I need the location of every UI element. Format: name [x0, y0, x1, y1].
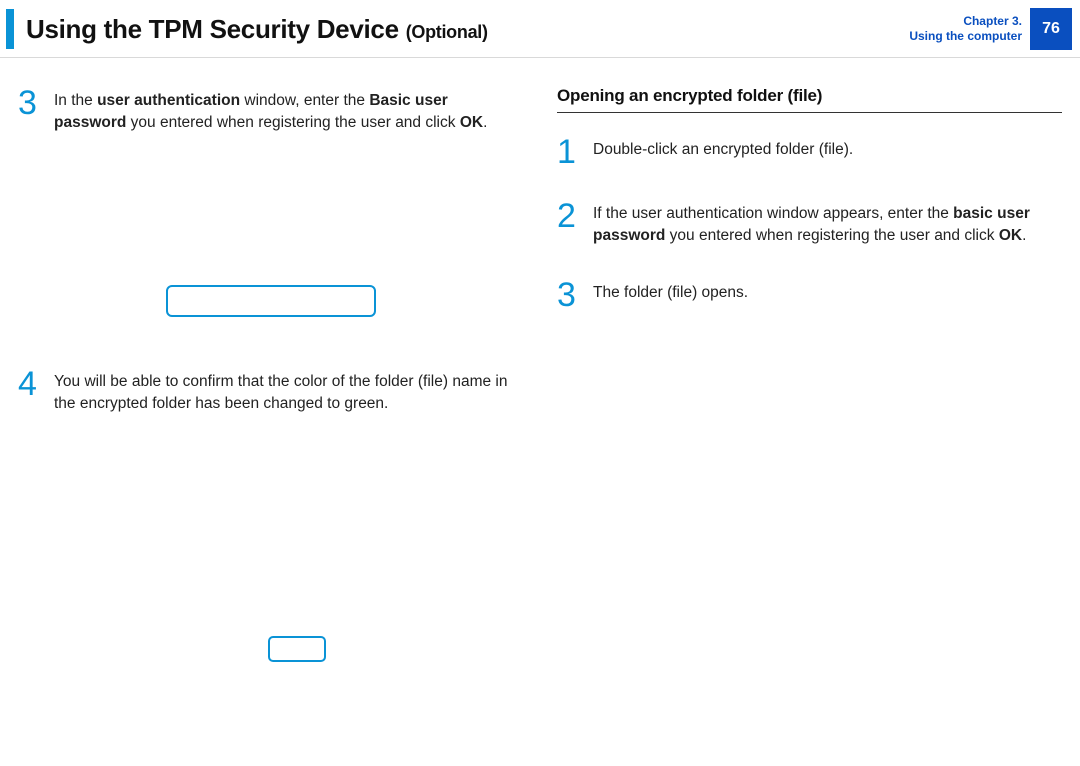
page-title: Using the TPM Security Device (Optional) [26, 14, 488, 45]
page-header: Using the TPM Security Device (Optional)… [0, 0, 1080, 58]
right-step-2: 2 If the user authentication window appe… [557, 199, 1062, 248]
step-text: You will be able to confirm that the col… [54, 367, 523, 416]
step-number: 3 [18, 86, 42, 120]
left-step-3: 3 In the user authentication window, ent… [18, 86, 523, 135]
section-heading: Opening an encrypted folder (file) [557, 86, 1062, 113]
chapter-line1: Chapter 3. [909, 14, 1022, 29]
title-suffix: (Optional) [406, 22, 488, 42]
header-rule [0, 57, 1080, 58]
chapter-block: Chapter 3. Using the computer [909, 14, 1030, 44]
title-main: Using the TPM Security Device [26, 14, 399, 44]
password-input-outline-large [166, 285, 376, 317]
right-step-3: 3 The folder (file) opens. [557, 278, 1062, 312]
step-number: 3 [557, 278, 581, 312]
step-text: If the user authentication window appear… [593, 199, 1062, 248]
left-column: 3 In the user authentication window, ent… [18, 86, 523, 662]
step-number: 1 [557, 135, 581, 169]
step-number: 2 [557, 199, 581, 233]
header-accent-bar [6, 9, 14, 49]
chapter-line2: Using the computer [909, 29, 1022, 44]
header-right: Chapter 3. Using the computer 76 [909, 0, 1080, 58]
step-number: 4 [18, 367, 42, 401]
body-columns: 3 In the user authentication window, ent… [0, 58, 1080, 662]
right-step-1: 1 Double-click an encrypted folder (file… [557, 135, 1062, 169]
password-input-outline-small [268, 636, 326, 662]
right-steps: 1 Double-click an encrypted folder (file… [557, 135, 1062, 312]
step-text: In the user authentication window, enter… [54, 86, 523, 135]
left-step-4: 4 You will be able to confirm that the c… [18, 367, 523, 416]
page: Using the TPM Security Device (Optional)… [0, 0, 1080, 766]
step-text: The folder (file) opens. [593, 278, 748, 304]
page-number-badge: 76 [1030, 8, 1072, 50]
right-column: Opening an encrypted folder (file) 1 Dou… [557, 86, 1062, 662]
step-text: Double-click an encrypted folder (file). [593, 135, 853, 161]
